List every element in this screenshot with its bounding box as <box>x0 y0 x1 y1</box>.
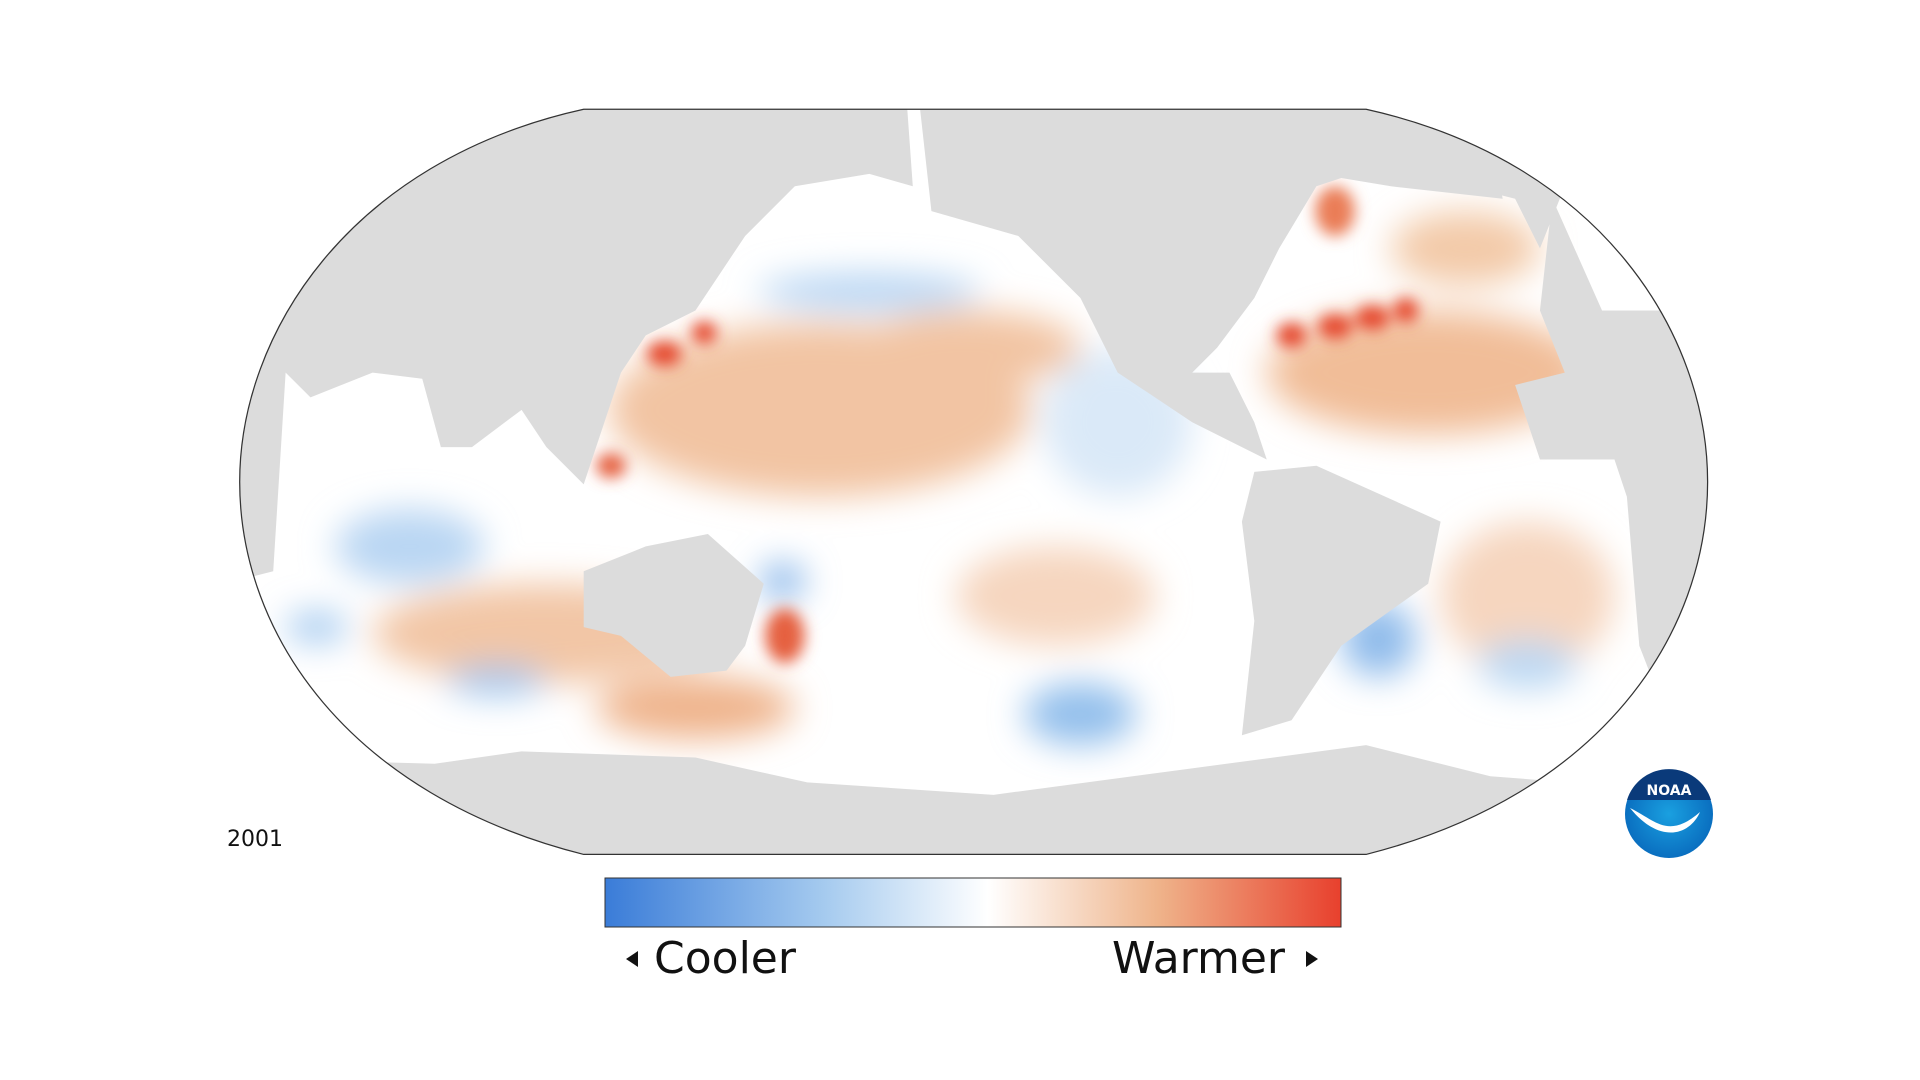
legend-low: Cooler <box>654 933 797 984</box>
legend-high: Warmer <box>1112 933 1286 984</box>
logo-text: NOAA <box>1647 783 1692 799</box>
map <box>239 108 1709 856</box>
logo-top <box>1627 769 1711 800</box>
warmer-arrow <box>1306 951 1318 967</box>
cooler-arrow <box>626 951 638 967</box>
map-body <box>239 109 1708 855</box>
noaa-logo: NOAA <box>1625 769 1713 858</box>
year-label: 2001 <box>227 827 283 852</box>
logo-bird <box>1630 808 1700 833</box>
land <box>239 109 1708 855</box>
hotspots <box>596 186 1419 664</box>
color-bar <box>604 877 1342 928</box>
map-outline <box>239 108 1709 856</box>
